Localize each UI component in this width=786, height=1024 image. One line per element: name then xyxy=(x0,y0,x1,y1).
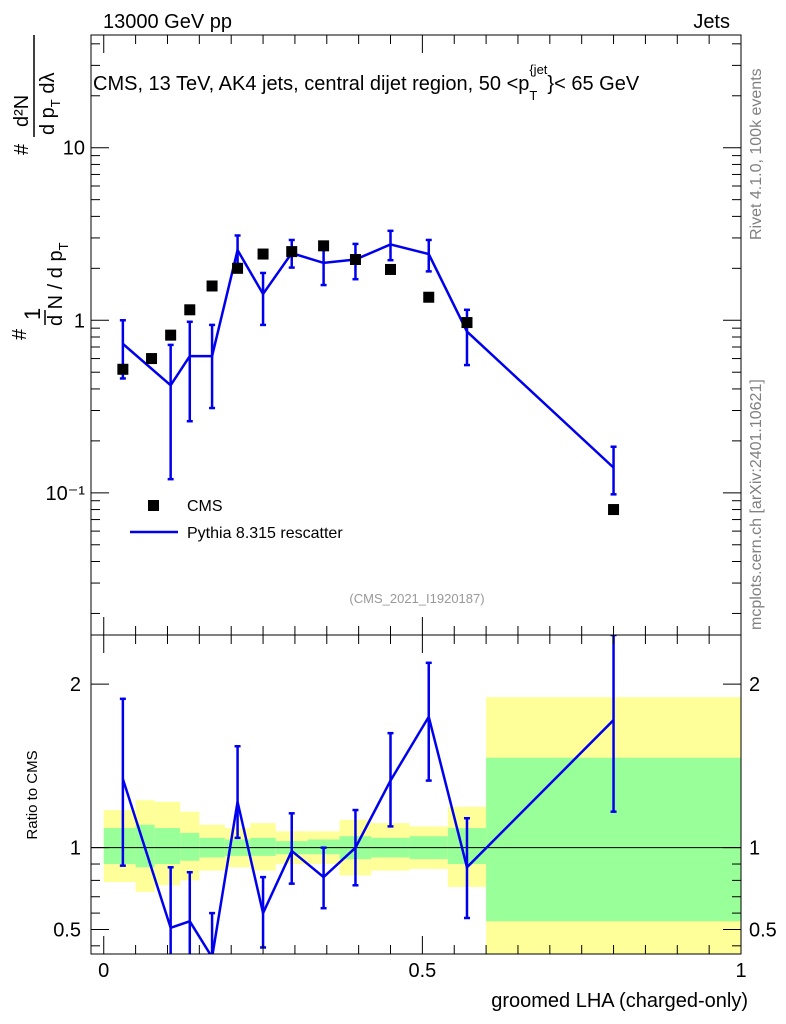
data-point xyxy=(146,353,158,365)
ratio-ytick-label-left: 2 xyxy=(70,674,81,696)
legend-mc-label: Pythia 8.315 rescatter xyxy=(187,525,343,542)
main-ytick-label: 1 xyxy=(74,310,85,332)
mc-point xyxy=(425,238,432,273)
ratio-panel: 0.5 0.51 12 20 0.5 1 Ratio to CMS groomed LHA… xyxy=(24,634,777,1012)
legend: CMS Pythia 8.315 rescatter xyxy=(130,498,343,542)
svg-text:d pT dλ: d pT dλ xyxy=(37,73,63,135)
mc-point xyxy=(260,271,267,327)
mc-point xyxy=(209,323,216,410)
data-point xyxy=(423,291,435,303)
data-point xyxy=(349,254,361,266)
mc-point xyxy=(610,445,617,496)
ratio-ytick-label-right: 1 xyxy=(749,838,760,860)
data-point xyxy=(117,363,129,375)
legend-data-marker xyxy=(148,500,159,511)
ratio-ytick-label-left: 0.5 xyxy=(53,919,81,941)
analysis-label: (CMS_2021_I1920187) xyxy=(349,591,484,606)
xtick-label: 0 xyxy=(98,960,109,982)
data-point xyxy=(257,248,269,260)
data-point xyxy=(461,317,473,329)
main-frame xyxy=(90,34,742,636)
svg-text:d N / d pT: d N / d pT xyxy=(45,242,71,326)
data-point xyxy=(318,240,330,252)
ratio-band-inner xyxy=(103,828,136,865)
main-ytick-label: 10⁻¹ xyxy=(46,483,86,505)
main-panel: 10 1 10⁻¹ CMS, 13 TeV, AK4 jets, central d… xyxy=(9,34,742,636)
data-point xyxy=(608,504,620,516)
mc-point xyxy=(167,343,174,481)
ratio-mc xyxy=(119,635,617,954)
mc-point xyxy=(186,320,193,423)
data-point xyxy=(165,329,177,341)
ratio-band-inner xyxy=(154,828,181,865)
data-point xyxy=(286,246,298,258)
mcplots-label: mcplots.cern.ch [arXiv:2401.10621] xyxy=(748,379,765,630)
ratio-ytick-label-right: 0.5 xyxy=(749,919,777,941)
svg-text:#: # xyxy=(9,328,31,340)
svg-text:1: 1 xyxy=(20,308,45,320)
svg-text:d²N: d²N xyxy=(11,95,33,127)
legend-data-label: CMS xyxy=(187,498,223,515)
ratio-ytick-label-left: 1 xyxy=(70,838,81,860)
ratio-frame xyxy=(90,634,742,955)
category-label: Jets xyxy=(693,11,730,33)
ratio-ylabel: Ratio to CMS xyxy=(24,750,41,839)
svg-text:#: # xyxy=(11,143,33,155)
mc-line xyxy=(122,243,615,469)
xtick-label: 1 xyxy=(735,960,746,982)
main-title: CMS, 13 TeV, AK4 jets, central dijet reg… xyxy=(93,62,640,103)
rivet-label: Rivet 4.1.0, 100k events xyxy=(748,68,765,240)
energy-label: 13000 GeV pp xyxy=(103,11,232,33)
ratio-band-inner xyxy=(250,837,276,856)
main-ylabel: # 1 d N / d pT # d²N d pT dλ xyxy=(9,35,71,340)
main-ytick-label: 10 xyxy=(63,138,85,160)
x-axis-label: groomed LHA (charged-only) xyxy=(491,990,748,1012)
mc-point xyxy=(387,229,394,262)
xtick-label: 0.5 xyxy=(408,960,436,982)
ratio-ytick-label-right: 2 xyxy=(749,674,760,696)
data-point xyxy=(206,280,218,292)
data-point xyxy=(385,263,397,275)
data-point xyxy=(232,262,244,274)
data-point xyxy=(184,304,196,316)
ratio-band-inner xyxy=(180,832,200,861)
